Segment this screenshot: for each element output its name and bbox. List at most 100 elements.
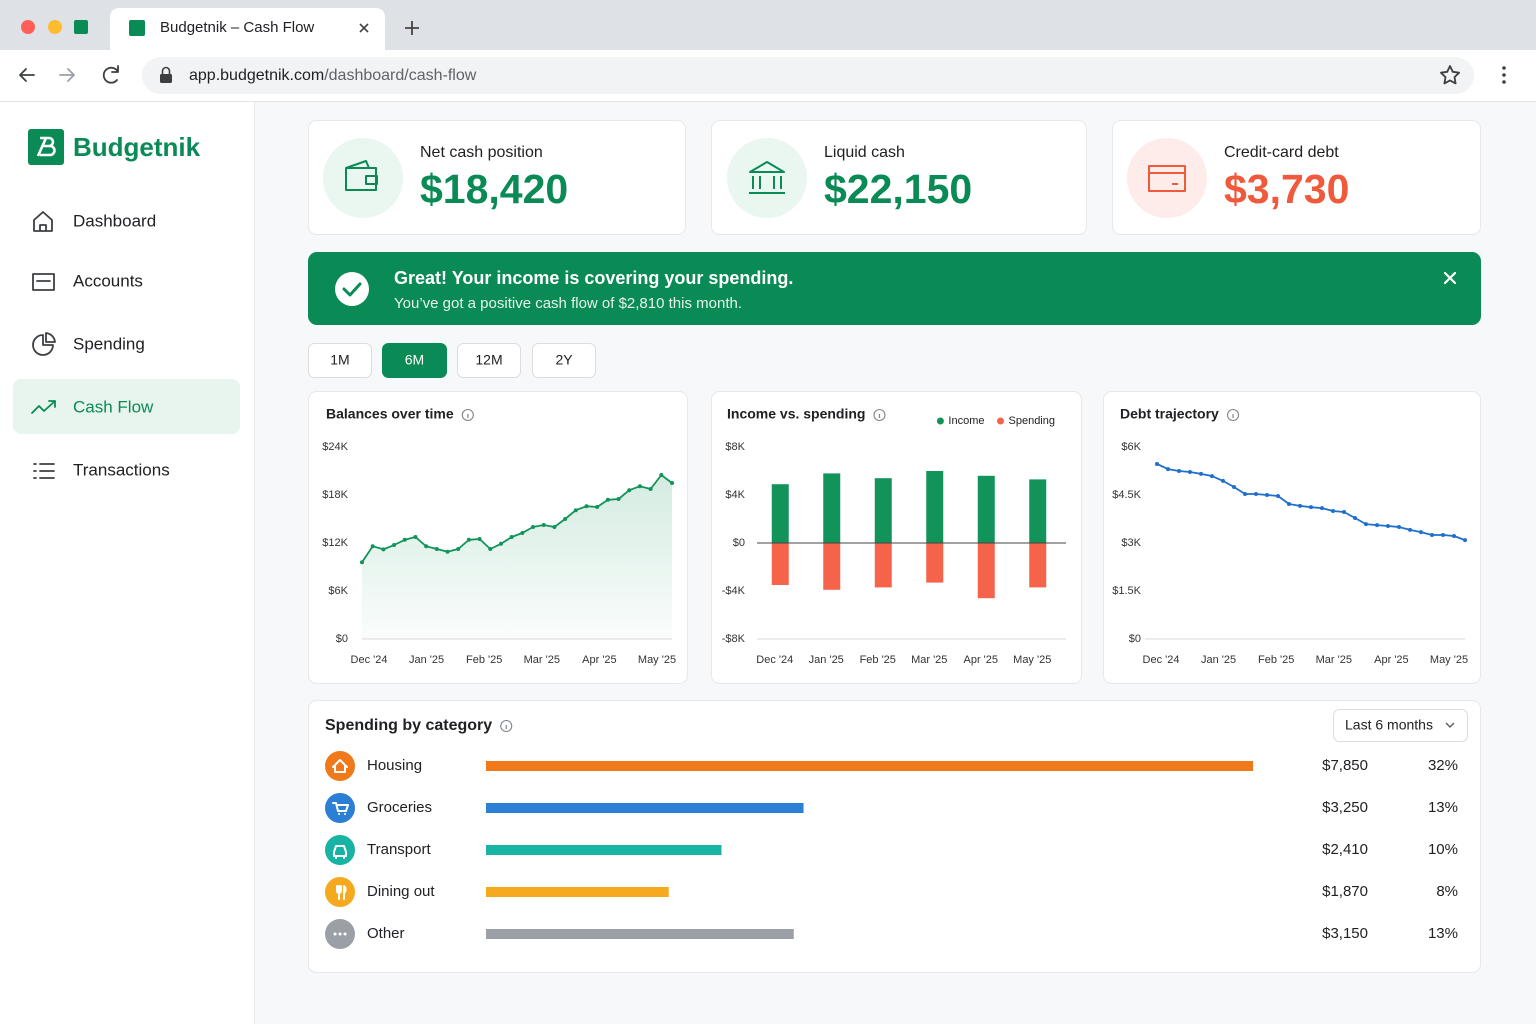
close-window[interactable]: [21, 20, 35, 34]
x-tick-label: Dec '24: [756, 654, 793, 666]
range-button[interactable]: [382, 343, 447, 378]
info-icon[interactable]: [500, 719, 513, 733]
point: [1353, 516, 1357, 521]
nav-item[interactable]: Transactions: [73, 460, 170, 479]
point: [563, 517, 568, 521]
kpi-card: [308, 120, 686, 235]
category-bar: [486, 887, 669, 897]
active-tab[interactable]: [110, 8, 385, 50]
info-icon[interactable]: [461, 408, 474, 422]
y-tick-label: $0: [336, 633, 348, 645]
range-label: 1M: [330, 352, 349, 368]
nav-item[interactable]: Cash Flow: [73, 397, 154, 416]
range-button[interactable]: [532, 343, 596, 378]
period-label: Last 6 months: [1345, 717, 1433, 733]
info-icon[interactable]: [873, 408, 886, 422]
bar: [1029, 479, 1047, 543]
range-button[interactable]: [457, 343, 521, 378]
brand-logo-glyph: [36, 136, 56, 157]
info-icon[interactable]: [1226, 408, 1240, 422]
url: app.budgetnik.com/dashboard/cash-flow: [189, 67, 477, 84]
y-tick-label: $8K: [725, 441, 745, 453]
minimize-window[interactable]: [48, 20, 62, 34]
category-label: Transport: [367, 841, 431, 858]
point: [1276, 493, 1280, 498]
brand-name[interactable]: Budgetnik: [73, 132, 201, 162]
point: [584, 504, 589, 509]
success-banner: [308, 252, 1481, 325]
nav-item[interactable]: Dashboard: [73, 211, 156, 230]
point: [402, 537, 407, 542]
x-tick-label: Mar '25: [1316, 654, 1352, 666]
nav-item[interactable]: Spending: [73, 334, 145, 353]
reload-button[interactable]: [102, 65, 119, 84]
bar: [823, 473, 841, 543]
y-tick-label: $24K: [322, 441, 348, 453]
kpi-label: Net cash position: [420, 144, 543, 161]
spending-card: [308, 700, 1481, 973]
point: [541, 523, 546, 527]
banner-title: Great! Your income is covering your spen…: [394, 268, 793, 288]
x-tick-label: May '25: [1013, 654, 1051, 666]
bar: [874, 543, 892, 588]
back-button[interactable]: [19, 68, 35, 82]
y-tick-label: $6K: [1121, 441, 1141, 453]
tab-favicon: [129, 20, 145, 36]
point: [670, 481, 674, 485]
point: [456, 547, 461, 551]
x-tick-label: Apr '25: [582, 654, 617, 666]
category-glyph: [332, 759, 348, 773]
point: [413, 535, 418, 539]
kpi-icon-bg: [727, 138, 807, 218]
kpi-icon-bg: [323, 138, 403, 218]
chart-title: Debt trajectory: [1120, 406, 1219, 422]
point: [573, 508, 578, 513]
category-amount: $2,410: [1322, 841, 1368, 858]
y-tick-label: $6K: [328, 585, 348, 597]
pinned-favicon[interactable]: [74, 20, 88, 34]
point: [1386, 524, 1390, 529]
kpi-label: Credit-card debt: [1224, 144, 1339, 161]
omnibox[interactable]: [142, 57, 1474, 94]
category-bar: [486, 803, 804, 813]
browser-menu[interactable]: [1502, 66, 1506, 84]
period-dropdown[interactable]: [1333, 709, 1468, 742]
banner-close[interactable]: [1443, 271, 1457, 285]
x-tick-label: Dec '24: [351, 654, 388, 666]
point: [637, 484, 642, 489]
tab-title: Budgetnik – Cash Flow: [160, 19, 314, 36]
new-tab[interactable]: [405, 21, 419, 35]
y-tick-label: $18K: [322, 489, 348, 501]
y-tick-label: -$8K: [722, 633, 746, 645]
bar: [977, 475, 995, 543]
y-tick-label: $12K: [322, 537, 348, 549]
point: [1397, 525, 1401, 529]
chart-title: Income vs. spending: [727, 406, 865, 422]
tab-close[interactable]: [359, 23, 369, 33]
point: [1430, 533, 1434, 537]
point: [595, 505, 600, 509]
point: [392, 543, 397, 547]
x-tick-label: May '25: [638, 654, 676, 666]
lock-shackle: [161, 66, 171, 74]
nav-item[interactable]: Accounts: [73, 271, 143, 290]
range-button[interactable]: [308, 343, 372, 378]
chart-title: Balances over time: [326, 406, 454, 422]
point: [381, 547, 386, 552]
point: [531, 525, 536, 529]
bar: [977, 543, 995, 599]
url-host: app.budgetnik.com: [189, 67, 324, 84]
point: [552, 525, 557, 529]
point: [488, 547, 493, 551]
bookmark-star[interactable]: [1440, 65, 1460, 85]
point: [659, 473, 664, 477]
legend-swatch: [997, 417, 1004, 425]
category-label: Other: [367, 925, 405, 942]
bar: [771, 484, 789, 543]
x-tick-label: Apr '25: [1374, 654, 1409, 666]
forward-button[interactable]: [59, 68, 75, 82]
bank-icon: [749, 161, 785, 194]
bar: [926, 471, 944, 543]
category-label: Housing: [367, 757, 422, 774]
